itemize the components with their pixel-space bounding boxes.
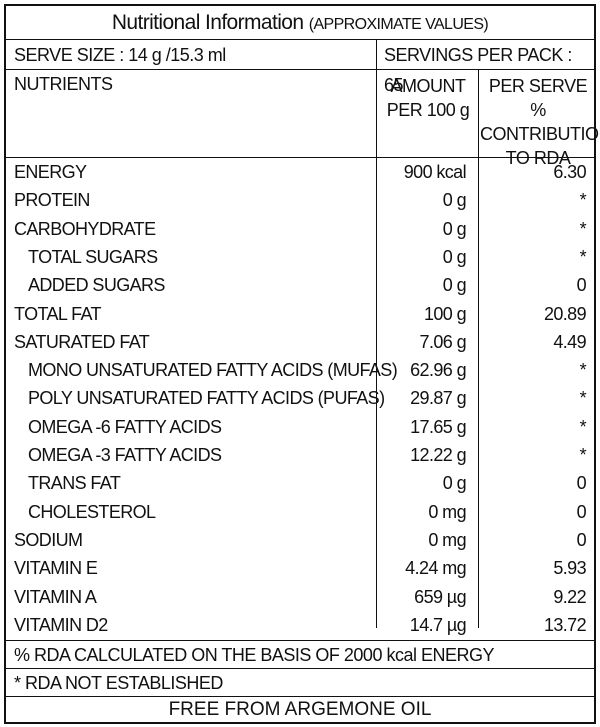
nutrient-amount: 100 g	[423, 303, 467, 324]
nutrient-row: TRANS FAT 0 g 0	[6, 469, 594, 497]
serve-size: SERVE SIZE : 14 g /15.3 ml	[14, 45, 226, 65]
label-title: Nutritional Information (APPROXIMATE VAL…	[6, 6, 594, 40]
nutrient-amount: 659 µg	[414, 586, 466, 607]
nutrient-rda: *	[579, 246, 587, 267]
nutrient-rda: *	[579, 360, 587, 381]
nutrient-rda: 13.72	[543, 614, 587, 635]
nutrient-rda: 4.49	[553, 331, 586, 352]
servings-per-pack: SERVINGS PER PACK : 65	[384, 45, 572, 95]
nutrient-rda: 0	[576, 275, 587, 296]
nutrient-rda: *	[579, 190, 587, 211]
nutrient-name: TOTAL FAT	[14, 303, 102, 324]
footnote-not-established: * RDA NOT ESTABLISHED	[6, 668, 594, 696]
nutrient-name: VITAMIN D2	[14, 614, 108, 635]
nutrient-rda: *	[579, 218, 587, 239]
header-rda-line1: PER SERVE %	[488, 76, 588, 120]
nutrient-amount: 4.24 mg	[405, 558, 466, 579]
nutrient-amount: 0 g	[442, 246, 467, 267]
header-amount-line2: PER 100 g	[386, 100, 470, 120]
header-amount-line1: AMOUNT	[390, 76, 467, 96]
nutrient-name: MONO UNSATURATED FATTY ACIDS (MUFAS)	[28, 360, 398, 381]
nutrient-amount: 0 mg	[428, 501, 466, 522]
nutrient-row: ADDED SUGARS 0 g 0	[6, 271, 594, 299]
nutrient-row: OMEGA -3 FATTY ACIDS 12.22 g *	[6, 441, 594, 469]
nutrient-row: SODIUM 0 mg 0	[6, 526, 594, 554]
nutrient-amount: 14.7 µg	[409, 614, 467, 635]
nutrient-amount: 0 g	[442, 275, 467, 296]
nutrient-amount: 29.87 g	[410, 388, 466, 409]
nutrient-rda: 20.89	[543, 303, 587, 324]
nutrient-amount: 17.65 g	[410, 416, 466, 437]
nutrient-name: PROTEIN	[14, 190, 90, 211]
nutrient-name: POLY UNSATURATED FATTY ACIDS (PUFAS)	[28, 388, 385, 409]
nutrient-name: OMEGA -3 FATTY ACIDS	[28, 445, 222, 465]
nutrient-row: PROTEIN 0 g *	[6, 186, 594, 214]
nutrient-name: OMEGA -6 FATTY ACIDS	[28, 416, 222, 437]
nutrient-rda: *	[579, 445, 587, 465]
nutrient-name: VITAMIN A	[14, 586, 97, 607]
nutrient-amount: 62.96 g	[410, 360, 466, 381]
nutrient-amount: 0 g	[442, 473, 467, 494]
nutrient-row: VITAMIN A 659 µg 9.22	[6, 583, 594, 611]
nutrient-row: TOTAL SUGARS 0 g *	[6, 243, 594, 271]
footnote-rda: % RDA CALCULATED ON THE BASIS OF 2000 kc…	[6, 640, 594, 668]
table-header: NUTRIENTS AMOUNT PER 100 g PER SERVE % C…	[6, 70, 600, 168]
header-rda: PER SERVE % CONTRIBUTION TO RDA	[480, 74, 600, 170]
nutrient-name: ENERGY	[14, 162, 87, 182]
nutrient-rda: *	[579, 388, 587, 409]
nutrient-amount: 0 g	[442, 190, 467, 211]
nutrient-name: SATURATED FAT	[14, 331, 150, 352]
nutrient-row: MONO UNSATURATED FATTY ACIDS (MUFAS) 62.9…	[6, 356, 594, 384]
nutrient-row: VITAMIN E 4.24 mg 5.93	[6, 554, 594, 582]
nutrient-rda: *	[579, 416, 587, 437]
nutrient-name: SODIUM	[14, 529, 83, 550]
column-divider-1	[376, 40, 377, 628]
nutrient-rda: 0	[576, 501, 587, 522]
nutrient-row: POLY UNSATURATED FATTY ACIDS (PUFAS) 29.8…	[6, 384, 594, 412]
header-amount: AMOUNT PER 100 g	[378, 74, 478, 122]
nutrient-name: CHOLESTEROL	[28, 501, 156, 522]
nutrient-amount: 7.06 g	[419, 331, 467, 352]
nutrient-row: CHOLESTEROL 0 mg 0	[6, 498, 594, 526]
subtitle-text: (APPROXIMATE VALUES)	[308, 16, 489, 33]
nutrient-name: TOTAL SUGARS	[28, 246, 158, 267]
nutrient-row: VITAMIN D2 14.7 µg 13.72	[6, 611, 594, 639]
nutrition-label: Nutritional Information (APPROXIMATE VAL…	[4, 4, 600, 724]
header-rda-line2: CONTRIBUTION	[480, 124, 600, 144]
nutrient-name: VITAMIN E	[14, 558, 98, 579]
nutrient-row: TOTAL FAT 100 g 20.89	[6, 300, 594, 328]
nutrient-name: CARBOHYDRATE	[14, 218, 156, 239]
column-divider-2	[478, 70, 479, 628]
nutrient-amount: 12.22 g	[410, 445, 466, 465]
nutrient-rda: 5.93	[553, 558, 586, 579]
header-nutrients: NUTRIENTS	[14, 74, 113, 94]
nutrient-name: ADDED SUGARS	[28, 275, 165, 296]
nutrient-rda: 9.22	[553, 586, 586, 607]
nutrient-row: OMEGA -6 FATTY ACIDS 17.65 g *	[6, 413, 594, 441]
nutrient-row: SATURATED FAT 7.06 g 4.49	[6, 328, 594, 356]
nutrient-amount: 900 kcal	[403, 162, 467, 182]
nutrient-name: TRANS FAT	[28, 473, 121, 494]
free-from-statement: FREE FROM ARGEMONE OIL	[6, 696, 594, 722]
nutrient-rda: 0	[576, 473, 587, 494]
nutrient-row: ENERGY 900 kcal 6.30	[6, 158, 594, 186]
header-rda-line3: TO RDA	[505, 148, 571, 168]
nutrient-amount: 0 g	[442, 218, 467, 239]
title-text: Nutritional Information	[111, 11, 304, 34]
nutrient-rda: 6.30	[553, 162, 586, 182]
nutrient-row: CARBOHYDRATE 0 g *	[6, 215, 594, 243]
nutrient-rda: 0	[576, 529, 587, 550]
nutrient-amount: 0 mg	[428, 529, 466, 550]
serving-info-row: SERVE SIZE : 14 g /15.3 ml SERVINGS PER …	[6, 40, 594, 95]
